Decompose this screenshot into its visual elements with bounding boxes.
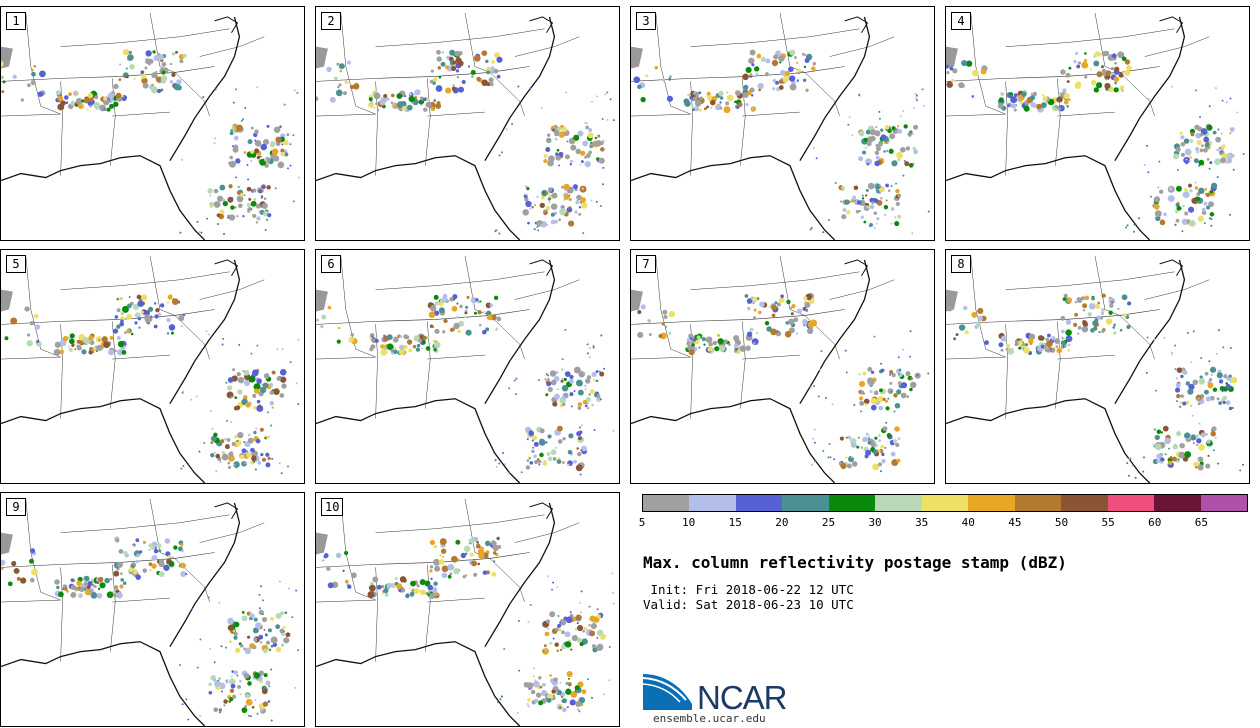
colorbar-swatch [689,495,736,511]
colorbar-tick-label: 30 [868,516,882,529]
member-number-label: 2 [321,12,341,30]
colorbar-tick-label: 20 [775,516,789,529]
colorbar-tick-label: 60 [1148,516,1162,529]
colorbar-swatch [968,495,1015,511]
map-basemap [1,12,300,240]
colorbar-tick-label: 55 [1101,516,1115,529]
colorbar-swatch [1061,495,1108,511]
colorbar-tick-label: 65 [1194,516,1208,529]
ncar-wordmark: NCAR [697,679,788,716]
member-number-label: 6 [321,255,341,273]
colorbar-swatch [921,495,969,511]
member-number-label: 4 [951,12,971,30]
init-time: Init: Fri 2018-06-22 12 UTC [643,582,854,597]
member-number-label: 8 [951,255,971,273]
colorbar-swatch [875,495,922,511]
ensemble-member-map: 9 [0,492,305,727]
colorbar-tick-label: 35 [915,516,929,529]
member-number-label: 9 [6,498,26,516]
figure-title: Max. column reflectivity postage stamp (… [643,553,1067,572]
ensemble-member-map: 6 [315,249,620,484]
member-number-label: 7 [636,255,656,273]
colorbar-tick-label: 45 [1008,516,1022,529]
ensemble-member-map: 7 [630,249,935,484]
colorbar-swatch [1107,495,1155,511]
map-basemap [1,255,300,483]
map-basemap [946,255,1245,483]
map-basemap [316,498,615,726]
colorbar-swatch [735,495,783,511]
ensemble-member-map: 2 [315,6,620,241]
colorbar-swatch [643,495,690,511]
valid-time: Valid: Sat 2018-06-23 10 UTC [643,597,854,612]
colorbar-tick-label: 15 [728,516,742,529]
map-basemap [631,12,930,240]
colorbar-tick-label: 10 [681,516,696,529]
colorbar-tick-label: 25 [821,516,836,529]
member-number-label: 5 [6,255,26,273]
colorbar-swatch [1014,495,1062,511]
colorbar-tick-label: 40 [961,516,975,529]
ensemble-member-map: 10 [315,492,620,727]
ensemble-member-map: 3 [630,6,935,241]
colorbar-swatch [1154,495,1201,511]
ensemble-member-map: 4 [945,6,1250,241]
colorbar-swatch [782,495,829,511]
colorbar-tick-label: 5 [638,516,646,529]
map-basemap [316,255,615,483]
member-number-label: 10 [321,498,344,516]
ensemble-member-map: 8 [945,249,1250,484]
map-basemap [1,498,300,726]
map-basemap [631,255,930,483]
map-basemap [316,12,615,240]
member-number-label: 3 [636,12,656,30]
reflectivity-colorbar [642,494,1248,512]
ensemble-member-map: 5 [0,249,305,484]
ncar-logo-icon [642,674,692,710]
colorbar-tick-label: 50 [1054,516,1069,529]
member-number-label: 1 [6,12,26,30]
ensemble-url: ensemble.ucar.edu [653,712,766,725]
ensemble-member-map: 1 [0,6,305,241]
map-basemap [946,12,1245,240]
colorbar-swatch [828,495,876,511]
colorbar-swatch [1200,495,1248,511]
